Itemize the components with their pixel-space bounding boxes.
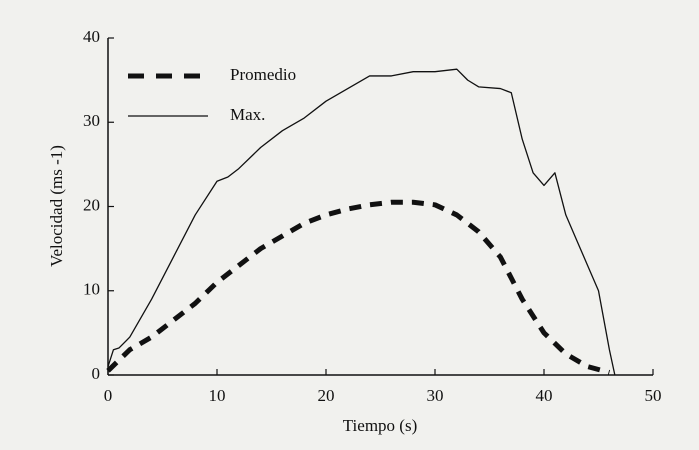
legend-label: Max.: [230, 105, 265, 124]
legend-label: Promedio: [230, 65, 296, 84]
x-tick-label: 30: [427, 386, 444, 405]
x-tick-label: 0: [104, 386, 113, 405]
y-tick-label: 10: [83, 280, 100, 299]
y-tick-label: 40: [83, 27, 100, 46]
y-tick-label: 20: [83, 195, 100, 214]
x-tick-label: 20: [318, 386, 335, 405]
y-tick-label: 0: [92, 364, 101, 383]
y-axis-label: Velocidad (ms -1): [47, 145, 66, 267]
x-tick-label: 10: [209, 386, 226, 405]
x-axis-label: Tiempo (s): [343, 416, 417, 435]
x-tick-label: 40: [536, 386, 553, 405]
y-tick-label: 30: [83, 111, 100, 130]
series-line: [107, 68, 616, 376]
series-line: [106, 199, 611, 375]
x-tick-label: 50: [645, 386, 662, 405]
